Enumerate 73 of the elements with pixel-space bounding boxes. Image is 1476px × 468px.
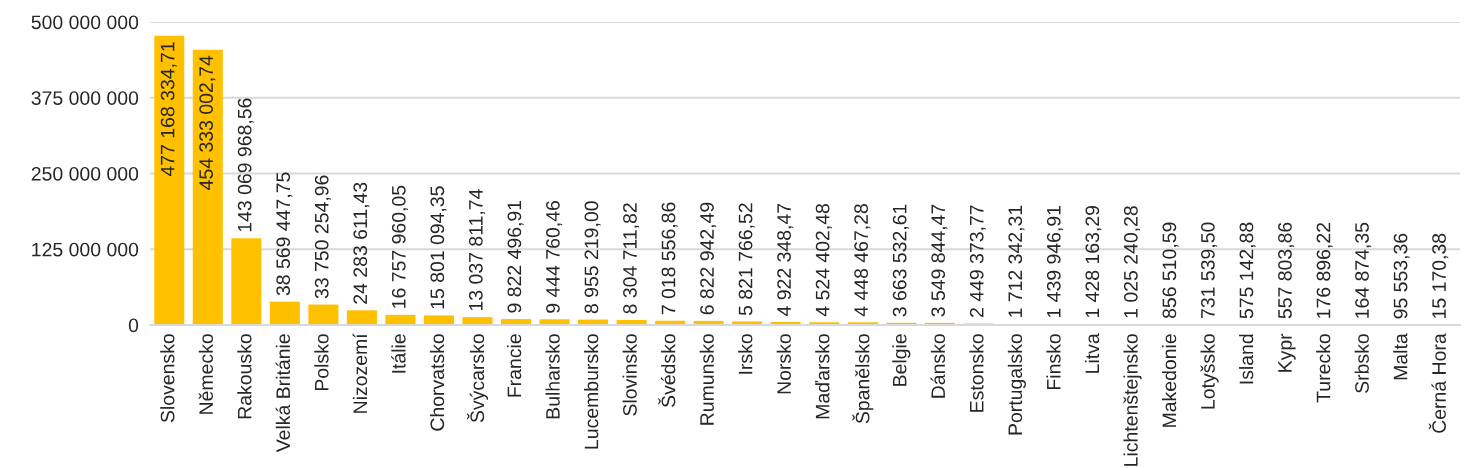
data-label: 176 896,22 xyxy=(1316,223,1333,318)
data-label: 8 304 711,82 xyxy=(623,203,640,314)
x-tick-label: Finsko xyxy=(1046,334,1061,390)
data-label: 9 444 760,46 xyxy=(546,201,563,313)
x-tick-label: Makedonie xyxy=(1161,334,1177,427)
x-tick-label: Slovinsko xyxy=(622,334,637,416)
x-tick-label: Malta xyxy=(1393,333,1408,380)
data-label: 2 449 373,77 xyxy=(969,205,986,317)
data-label: 1 025 240,28 xyxy=(1123,206,1141,318)
x-tick-label: Estonsko xyxy=(969,334,984,412)
data-label: 38 569 447,75 xyxy=(276,172,293,296)
x-tick-label: Irsko xyxy=(738,334,753,374)
data-label: 15 170,38 xyxy=(1432,233,1449,318)
data-label: 9 822 496,91 xyxy=(507,200,524,313)
y-tick-label: 250 000 000 xyxy=(31,166,139,181)
x-tick-label: Rumunsko xyxy=(699,334,714,425)
data-label: 3 663 532,61 xyxy=(892,204,909,317)
data-label: 8 955 219,00 xyxy=(584,201,601,314)
x-tick-label: Belgie xyxy=(892,334,911,386)
data-label: 143 069 968,56 xyxy=(237,98,254,232)
data-label: 24 283 611,43 xyxy=(353,182,370,304)
x-tick-label: Kypr xyxy=(1278,333,1296,372)
x-tick-label: Polsko xyxy=(314,334,329,391)
data-label: 4 448 467,28 xyxy=(854,204,871,317)
x-tick-label: Bulharsko xyxy=(545,334,560,419)
y-tick-label: 500 000 000 xyxy=(31,15,139,30)
y-tick-label: 375 000 000 xyxy=(31,91,139,105)
x-tick-label: Švýcarsko xyxy=(466,334,489,423)
data-label: 3 549 844,47 xyxy=(931,204,948,317)
x-tick-label: Srbsko xyxy=(1354,334,1369,393)
x-tick-label: Chorvatsko xyxy=(429,334,445,431)
data-label: 454 333 002,74 xyxy=(199,55,216,190)
data-label: 477 168 334,71 xyxy=(160,42,177,177)
data-label: 731 539,50 xyxy=(1201,222,1218,318)
data-label: 7 018 556,86 xyxy=(661,202,678,315)
x-tick-label: Turecko xyxy=(1316,334,1331,403)
data-label: 557 803,86 xyxy=(1278,222,1295,319)
x-tick-label: Švédsko xyxy=(658,334,676,408)
x-tick-label: Černá Hora xyxy=(1428,333,1446,433)
x-tick-label: Norsko xyxy=(776,334,791,394)
x-tick-label: Lotyšsko xyxy=(1200,334,1219,409)
y-tick-label: 0 xyxy=(128,318,139,333)
x-tick-label: Dánsko xyxy=(930,334,946,398)
x-tick-label: Španělsko xyxy=(852,334,874,424)
data-label: 164 874,35 xyxy=(1355,222,1372,318)
data-label: 1 439 946,91 xyxy=(1046,205,1063,318)
data-label: 1 712 342,31 xyxy=(1008,205,1025,317)
data-label: 856 510,59 xyxy=(1162,222,1179,319)
x-tick-label: Itálie xyxy=(391,334,406,373)
data-label: 95 553,36 xyxy=(1393,233,1410,319)
data-label: 4 922 348,47 xyxy=(777,203,794,317)
data-label: 13 037 811,74 xyxy=(468,189,486,311)
data-label: 4 524 402,48 xyxy=(815,204,832,317)
x-tick-label: Lucembursko xyxy=(584,334,599,449)
data-label: 575 142,88 xyxy=(1239,222,1256,319)
data-label: 33 750 254,96 xyxy=(314,175,331,299)
x-tick-label: Maďarsko xyxy=(815,334,830,419)
x-tick-label: Francie xyxy=(506,334,522,397)
data-label: 15 801 094,35 xyxy=(430,186,447,309)
x-tick-label: Slovensko xyxy=(160,334,175,423)
data-label: 5 821 766,52 xyxy=(738,203,755,316)
x-tick-label: Nizozemí xyxy=(352,333,368,413)
x-tick-label: Litva xyxy=(1084,333,1100,373)
x-tick-label: Lichtenštejnsko xyxy=(1123,334,1142,466)
x-tick-label: Velká Británie xyxy=(275,334,291,453)
data-label: 1 428 163,29 xyxy=(1085,205,1102,318)
x-tick-label: Rakousko xyxy=(237,334,252,419)
x-tick-label: Německo xyxy=(198,334,214,414)
data-label: 6 822 942,49 xyxy=(700,202,717,315)
y-tick-label: 125 000 000 xyxy=(32,242,139,257)
x-tick-label: Portugalsko xyxy=(1007,334,1026,435)
data-label: 16 757 960,05 xyxy=(391,185,408,308)
x-tick-label: Island xyxy=(1239,334,1254,384)
